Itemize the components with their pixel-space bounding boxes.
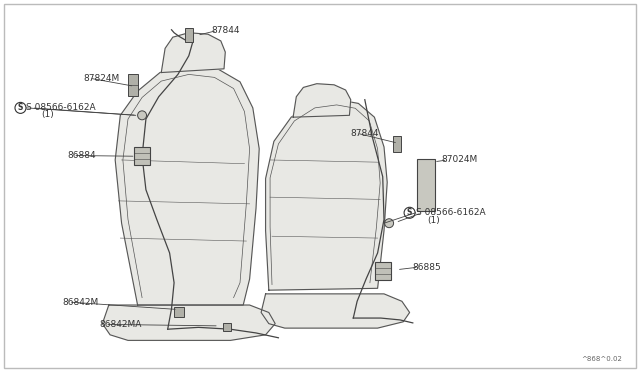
Bar <box>417 159 435 211</box>
Bar <box>393 136 401 153</box>
Text: (1): (1) <box>42 110 54 119</box>
Polygon shape <box>266 100 387 290</box>
Text: S 08566-6162A: S 08566-6162A <box>416 208 486 217</box>
Circle shape <box>138 111 147 120</box>
Text: (1): (1) <box>428 216 440 225</box>
Bar <box>223 323 231 331</box>
Bar <box>174 307 184 317</box>
Text: ^868^0.02: ^868^0.02 <box>581 356 622 362</box>
Text: 87824M: 87824M <box>83 74 120 83</box>
Bar <box>375 262 390 280</box>
Text: 87024M: 87024M <box>442 155 478 164</box>
Polygon shape <box>161 33 225 73</box>
Text: 87844: 87844 <box>351 129 380 138</box>
Text: 86884: 86884 <box>67 151 96 160</box>
Bar <box>128 74 138 96</box>
Polygon shape <box>102 305 275 340</box>
Text: 86842M: 86842M <box>63 298 99 307</box>
Polygon shape <box>115 65 259 305</box>
Text: 86885: 86885 <box>413 263 442 272</box>
Text: S 08566-6162A: S 08566-6162A <box>26 103 95 112</box>
Text: S: S <box>18 103 23 112</box>
Circle shape <box>385 219 394 228</box>
Text: S: S <box>407 208 412 217</box>
Text: 86842MA: 86842MA <box>99 320 141 329</box>
Polygon shape <box>261 294 410 328</box>
Bar <box>134 147 150 165</box>
Text: 87844: 87844 <box>211 26 240 35</box>
Polygon shape <box>293 84 351 117</box>
Bar <box>185 28 193 42</box>
